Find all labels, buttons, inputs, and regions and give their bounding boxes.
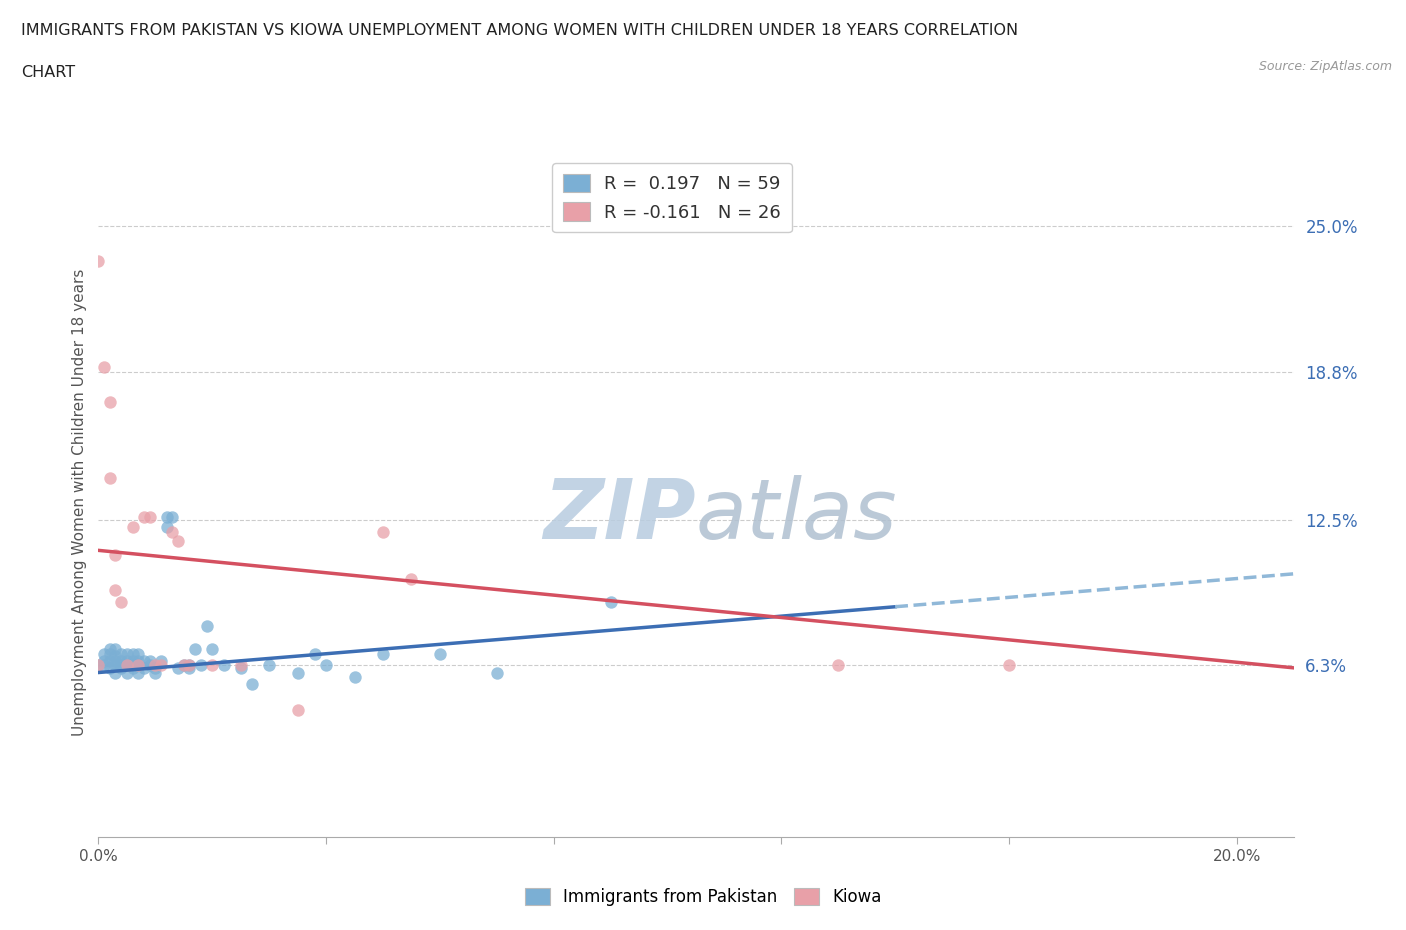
Point: [127, 654, 149, 669]
Point: [104, 654, 127, 669]
Point: [127, 665, 149, 680]
Point: [115, 646, 138, 661]
Point: [104, 658, 127, 673]
Point: [115, 665, 138, 680]
Point: [371, 525, 394, 539]
Point: [143, 658, 166, 673]
Point: [110, 658, 132, 673]
Point: [98, 646, 121, 661]
Point: [104, 642, 127, 657]
Point: [195, 618, 218, 633]
Point: [110, 594, 132, 609]
Point: [240, 677, 263, 692]
Point: [121, 654, 143, 669]
Point: [110, 660, 132, 675]
Point: [121, 660, 143, 675]
Point: [104, 665, 127, 680]
Point: [143, 665, 166, 680]
Point: [98, 642, 121, 657]
Point: [998, 658, 1021, 673]
Point: [287, 703, 309, 718]
Point: [143, 660, 166, 675]
Point: [121, 646, 143, 661]
Point: [104, 548, 127, 563]
Point: [257, 658, 280, 673]
Point: [104, 648, 127, 663]
Point: [229, 658, 252, 673]
Point: [132, 660, 155, 675]
Point: [127, 658, 149, 673]
Point: [93, 658, 115, 673]
Legend: Immigrants from Pakistan, Kiowa: Immigrants from Pakistan, Kiowa: [517, 881, 889, 912]
Point: [212, 658, 235, 673]
Point: [201, 642, 224, 657]
Point: [121, 520, 143, 535]
Point: [179, 658, 201, 673]
Point: [110, 646, 132, 661]
Point: [201, 658, 224, 673]
Point: [87, 254, 110, 269]
Point: [229, 660, 252, 675]
Point: [371, 646, 394, 661]
Point: [190, 658, 212, 673]
Point: [162, 525, 184, 539]
Point: [93, 646, 115, 661]
Point: [485, 665, 508, 680]
Text: CHART: CHART: [21, 65, 75, 80]
Point: [115, 654, 138, 669]
Point: [162, 510, 184, 525]
Point: [599, 594, 621, 609]
Point: [104, 583, 127, 598]
Point: [127, 658, 149, 673]
Point: [184, 642, 207, 657]
Point: [315, 658, 337, 673]
Point: [98, 654, 121, 669]
Point: [173, 658, 195, 673]
Point: [150, 658, 173, 673]
Point: [115, 658, 138, 673]
Text: ZIP: ZIP: [543, 475, 696, 556]
Point: [287, 665, 309, 680]
Point: [98, 395, 121, 410]
Point: [343, 670, 366, 684]
Point: [179, 658, 201, 673]
Point: [87, 658, 110, 673]
Text: IMMIGRANTS FROM PAKISTAN VS KIOWA UNEMPLOYMENT AMONG WOMEN WITH CHILDREN UNDER 1: IMMIGRANTS FROM PAKISTAN VS KIOWA UNEMPL…: [21, 23, 1018, 38]
Point: [401, 571, 423, 586]
Point: [138, 654, 160, 669]
Point: [121, 658, 143, 673]
Point: [87, 658, 110, 673]
Legend: R =  0.197   N = 59, R = -0.161   N = 26: R = 0.197 N = 59, R = -0.161 N = 26: [553, 163, 792, 232]
Y-axis label: Unemployment Among Women with Children Under 18 years: Unemployment Among Women with Children U…: [72, 269, 87, 736]
Point: [138, 658, 160, 673]
Point: [110, 654, 132, 669]
Point: [167, 534, 190, 549]
Point: [93, 654, 115, 669]
Text: atlas: atlas: [696, 475, 897, 556]
Point: [429, 646, 451, 661]
Point: [127, 646, 149, 661]
Point: [304, 646, 326, 661]
Point: [138, 510, 160, 525]
Point: [156, 510, 179, 525]
Text: Source: ZipAtlas.com: Source: ZipAtlas.com: [1258, 60, 1392, 73]
Point: [150, 654, 173, 669]
Point: [827, 658, 849, 673]
Point: [167, 660, 190, 675]
Point: [93, 360, 115, 375]
Point: [98, 470, 121, 485]
Point: [179, 660, 201, 675]
Point: [132, 654, 155, 669]
Point: [98, 660, 121, 675]
Point: [115, 658, 138, 673]
Point: [173, 658, 195, 673]
Point: [132, 510, 155, 525]
Point: [156, 520, 179, 535]
